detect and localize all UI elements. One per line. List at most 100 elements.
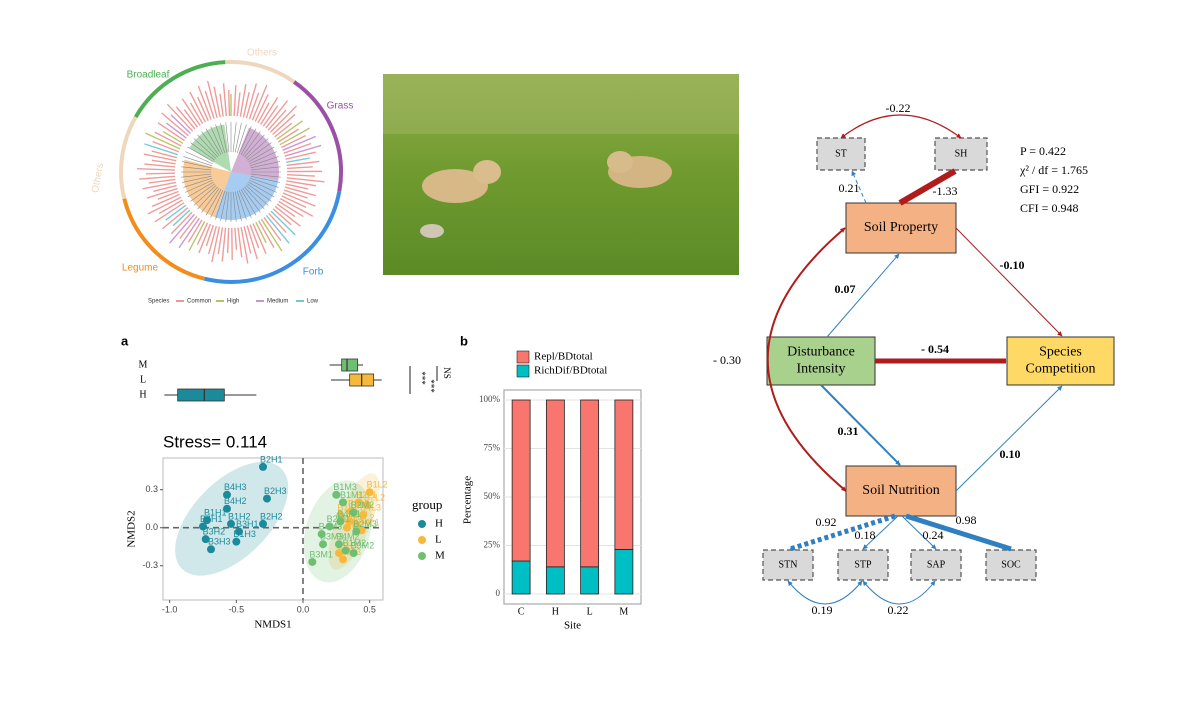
species-tip bbox=[286, 166, 313, 170]
tree-branch bbox=[225, 191, 230, 222]
point bbox=[235, 527, 243, 536]
sem-edge-label: 0.98 bbox=[956, 513, 977, 527]
panel-label: b bbox=[460, 333, 468, 348]
point bbox=[336, 511, 345, 520]
point bbox=[325, 522, 334, 531]
sem-edge-label: - 0.30 bbox=[713, 353, 741, 367]
species-tip bbox=[146, 172, 176, 175]
tree-branch bbox=[245, 138, 269, 159]
point bbox=[319, 540, 327, 549]
species-tip bbox=[257, 102, 270, 124]
sem-node bbox=[910, 549, 962, 581]
species-tip bbox=[154, 202, 185, 223]
tree-branch bbox=[245, 185, 269, 206]
species-tip bbox=[283, 189, 308, 199]
fit-statistic: P = 0.422 bbox=[1020, 144, 1066, 158]
point-label: B2H3 bbox=[264, 486, 287, 496]
sem-node-label: STN bbox=[779, 559, 798, 570]
sem-edge bbox=[905, 513, 1012, 552]
point-label: B2H1 bbox=[260, 454, 283, 464]
sem-node bbox=[1006, 336, 1115, 386]
y-axis-label: Percentage bbox=[462, 476, 474, 524]
tree-branch bbox=[250, 161, 280, 169]
tree-branch bbox=[210, 190, 224, 218]
species-tip bbox=[166, 122, 187, 139]
species-tip bbox=[239, 84, 247, 117]
sem-edge bbox=[840, 114, 962, 139]
y-tick-label: -0.3 bbox=[142, 560, 158, 570]
point-label: B3M1 bbox=[309, 549, 333, 559]
species-tip bbox=[283, 142, 312, 154]
legend-swatch bbox=[516, 364, 530, 378]
y-tick-label: 50% bbox=[484, 491, 501, 501]
species-tip bbox=[285, 151, 316, 160]
point bbox=[259, 519, 267, 528]
species-tip bbox=[151, 193, 180, 208]
fit-statistic: GFI = 0.922 bbox=[1020, 182, 1079, 196]
legend-label: Medium bbox=[267, 299, 288, 305]
sem-edge-label: 0.19 bbox=[812, 603, 833, 617]
x-tick-label: 0.5 bbox=[363, 604, 376, 614]
species-tip bbox=[279, 127, 310, 146]
y-tick-label: 0.3 bbox=[145, 484, 158, 494]
sem-node-label: STP bbox=[854, 559, 872, 570]
tree-branch bbox=[244, 134, 265, 158]
species-tip bbox=[286, 174, 315, 177]
point-label: B1M1 bbox=[340, 490, 364, 500]
segment-arc bbox=[225, 60, 296, 84]
x-tick-label: C bbox=[518, 606, 525, 617]
tree-branch bbox=[183, 177, 213, 188]
legend-label: High bbox=[227, 299, 239, 305]
species-tip bbox=[272, 208, 292, 226]
bar-segment bbox=[614, 399, 634, 550]
point-label: B2H2 bbox=[260, 511, 283, 521]
species-tip bbox=[237, 227, 243, 258]
tree-branch bbox=[185, 151, 213, 165]
point bbox=[308, 557, 317, 566]
point bbox=[339, 555, 347, 564]
legend-swatch bbox=[418, 552, 426, 560]
species-tip bbox=[178, 217, 200, 249]
point-label: B2M3 bbox=[353, 519, 377, 529]
tree-branch bbox=[193, 185, 217, 206]
sem-node-label: SOC bbox=[1001, 559, 1021, 570]
tree-branch bbox=[250, 166, 281, 171]
y-tick-label: 25% bbox=[484, 540, 501, 550]
segment-arc bbox=[203, 190, 342, 284]
species-tip bbox=[161, 112, 189, 137]
sem-node-label: Soil Property bbox=[864, 220, 938, 235]
point bbox=[223, 490, 231, 499]
point bbox=[317, 530, 326, 539]
y-tick-label: 0 bbox=[496, 588, 501, 598]
tree-branch bbox=[232, 122, 237, 153]
species-tip bbox=[154, 131, 182, 147]
species-tip bbox=[242, 91, 250, 118]
tree-branch bbox=[248, 181, 275, 198]
sem-node-label: SAP bbox=[927, 559, 946, 570]
species-tip bbox=[286, 180, 317, 187]
species-tip bbox=[198, 223, 212, 254]
species-tip bbox=[211, 226, 221, 263]
box bbox=[341, 358, 359, 372]
segment-arc bbox=[119, 116, 138, 200]
point bbox=[336, 517, 345, 526]
point-label: B1M3 bbox=[333, 482, 357, 492]
legend-title: group bbox=[412, 497, 442, 512]
point bbox=[203, 516, 211, 525]
sem-edge-label: 0.24 bbox=[923, 528, 944, 542]
species-tip bbox=[166, 103, 194, 132]
species-tip bbox=[170, 211, 193, 235]
species-tip bbox=[281, 195, 307, 208]
species-tip bbox=[148, 178, 176, 184]
point-label: B1H3 bbox=[233, 529, 256, 539]
species-tip bbox=[137, 168, 176, 171]
species-tip bbox=[197, 96, 209, 122]
tree-branch bbox=[236, 190, 247, 220]
tree-branch bbox=[220, 123, 228, 153]
tree-branch bbox=[247, 142, 272, 161]
species-tip bbox=[142, 181, 177, 190]
point-label: B3M3 bbox=[320, 532, 344, 542]
species-tip bbox=[274, 205, 301, 227]
species-tip bbox=[269, 105, 298, 133]
box-category: H bbox=[139, 389, 146, 400]
